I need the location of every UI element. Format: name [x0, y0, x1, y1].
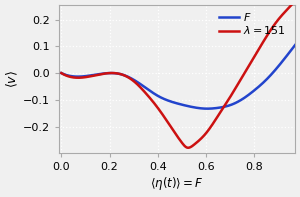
$\lambda = 151$: [60, 72, 63, 74]
Y-axis label: $\langle v\rangle$: $\langle v\rangle$: [5, 70, 20, 88]
X-axis label: $\langle\eta(t)\rangle = F$: $\langle\eta(t)\rangle = F$: [150, 175, 204, 192]
Line: $\lambda = 151$: $\lambda = 151$: [61, 1, 295, 148]
$F$: [60, 72, 63, 74]
$\lambda = 151$: [236, 83, 240, 85]
$F$: [197, 107, 201, 109]
$\lambda = 151$: [101, 73, 104, 75]
$F$: [236, 101, 240, 103]
$\lambda = 151$: [186, 147, 190, 149]
$F$: [293, 44, 297, 46]
Legend: $F$, $\lambda = 151$: $F$, $\lambda = 151$: [216, 7, 290, 40]
Line: $F$: $F$: [61, 45, 295, 109]
$F$: [165, 99, 169, 101]
$F$: [120, 73, 123, 76]
$F$: [206, 108, 209, 110]
$\lambda = 151$: [165, 120, 169, 122]
$F$: [216, 107, 220, 109]
$\lambda = 151$: [198, 139, 201, 141]
$\lambda = 151$: [293, 0, 297, 2]
$F$: [101, 72, 104, 75]
$\lambda = 151$: [120, 73, 123, 76]
$\lambda = 151$: [216, 115, 220, 117]
